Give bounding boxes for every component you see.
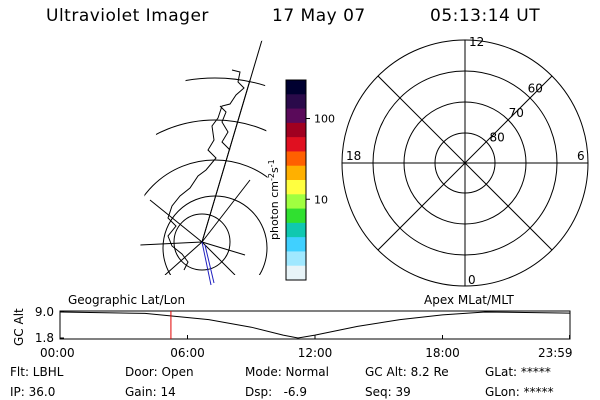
timeline-x-tick-label: 18:00: [425, 346, 460, 360]
polar-diagonal: [377, 75, 553, 251]
colorbar-swatch: [286, 165, 306, 181]
colorbar: [285, 79, 307, 281]
meridian-line: [201, 241, 236, 275]
polar-plot: [341, 39, 589, 287]
mlt-label: 6: [577, 149, 585, 163]
colorbar-swatch: [286, 237, 306, 253]
mlt-label: 0: [468, 273, 476, 287]
status-seq: Seq: 39: [365, 385, 411, 399]
colorbar-swatch: [286, 265, 306, 281]
status-mode: Mode: Normal: [245, 365, 329, 379]
colorbar-ticks: 100 10: [306, 113, 335, 206]
status-glat: GLat: *****: [485, 365, 551, 379]
colorbar-swatch: [286, 108, 306, 124]
colorbar-frame: [285, 79, 307, 281]
colorbar-swatch: [286, 222, 306, 238]
timeline-plot: 9.0 1.800:00 06:00 12:00 18:00 23:59: [35, 305, 573, 360]
date-label: 17 May 07: [272, 6, 366, 26]
timeline-y-axis-label: GC Alt: [12, 308, 26, 346]
colorbar-swatch: [286, 151, 306, 167]
timeline-x-tick-label: 00:00: [40, 346, 75, 360]
meridian-line: [149, 199, 203, 243]
timeline-right-label: Apex MLat/MLT: [424, 293, 514, 307]
time-label: 05:13:14 UT: [430, 6, 541, 26]
satellite-track: [201, 241, 212, 286]
status-door: Door: Open: [125, 365, 194, 379]
colorbar-swatch: [286, 180, 306, 195]
colorbar-swatch: [286, 251, 306, 267]
latitude-circle: [173, 213, 231, 271]
timeline-x-tick-label: 12:00: [298, 346, 333, 360]
colorbar-tick-label: 10: [314, 193, 328, 206]
latitude-circle: [138, 77, 270, 275]
colorbar-axis-label: photon cm-2s-1: [267, 159, 281, 240]
status-dsp: Dsp: -6.9: [245, 385, 308, 399]
meridian-line: [201, 241, 246, 256]
colorbar-swatch: [286, 208, 306, 224]
mlt-label: 18: [346, 149, 361, 163]
status-glon: GLon: *****: [485, 385, 554, 399]
instrument-title: Ultraviolet Imager: [46, 6, 209, 26]
mlat-label: 80: [490, 130, 505, 144]
meridian-line: [201, 179, 251, 243]
timeline-x-tick-label: 23:59: [538, 346, 573, 360]
mlat-label: 60: [528, 82, 543, 96]
status-ip: IP: 36.0: [10, 385, 56, 399]
altitude-curve: [59, 311, 570, 339]
mlt-label: 12: [469, 35, 484, 49]
mlat-label: 70: [509, 106, 524, 120]
colorbar-swatch: [286, 94, 306, 110]
status-filter: Flt: LBHL: [10, 365, 64, 379]
latitude-circle: [138, 119, 270, 275]
colorbar-swatch: [286, 80, 306, 95]
timeline-left-label: Geographic Lat/Lon: [68, 293, 185, 307]
meridian-line: [201, 79, 251, 243]
colorbar-swatch: [286, 122, 306, 138]
timeline-y-tick-label: 9.0: [35, 305, 54, 319]
latitude-circle: [138, 159, 270, 275]
geographic-map: [138, 40, 270, 275]
meridian-line: [164, 241, 203, 275]
latitude-circle: [162, 195, 268, 275]
colorbar-swatch: [286, 194, 306, 210]
satellite-track: [204, 244, 215, 284]
timeline-x-tick-label: 06:00: [170, 346, 205, 360]
status-gain: Gain: 14: [125, 385, 176, 399]
colorbar-tick-label: 100: [314, 113, 335, 126]
coastline: [167, 69, 245, 271]
timeline-y-tick-label: 1.8: [35, 331, 54, 345]
colorbar-swatch: [286, 137, 306, 153]
status-gc-alt: GC Alt: 8.2 Re: [365, 365, 449, 379]
coastline: [219, 105, 231, 151]
